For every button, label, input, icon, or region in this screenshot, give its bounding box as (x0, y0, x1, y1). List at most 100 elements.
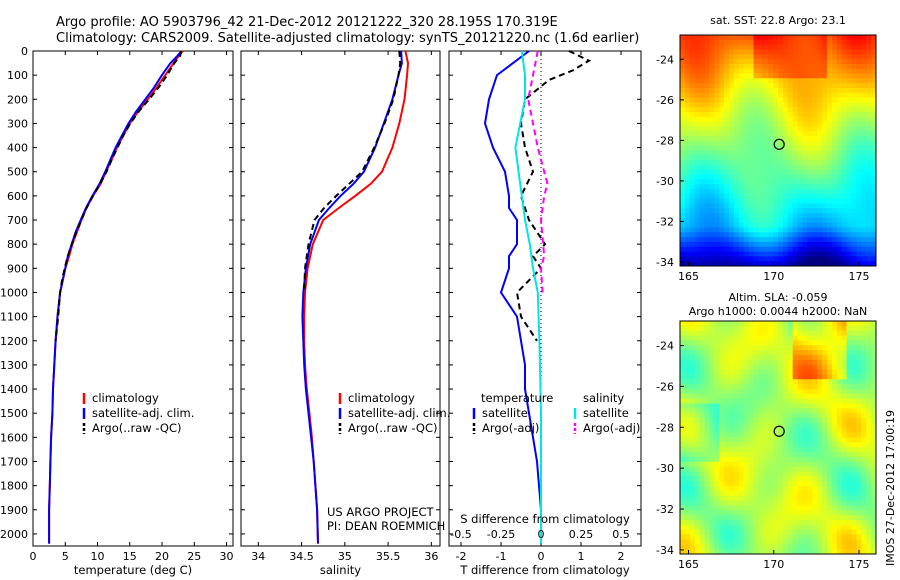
sst_map-cell (689, 126, 696, 132)
sst_map-cell (758, 83, 764, 89)
sst_map-cell (689, 63, 696, 70)
sla_map-cell (714, 471, 720, 477)
sla_map-cell (836, 432, 843, 439)
sst_map-cell (699, 145, 706, 152)
sst_map-cell (729, 174, 735, 180)
sst_map-cell (817, 116, 823, 123)
sla_map-cell (680, 481, 686, 487)
sla_map-cell (763, 544, 769, 550)
sla_map-cell (871, 510, 876, 516)
sst_map-cell (836, 246, 843, 253)
sst_map-cell (773, 256, 779, 262)
sst_map-cell (778, 227, 784, 233)
sst_map-cell (714, 203, 720, 209)
sla_map-cell (719, 524, 725, 531)
sla_map-cell (680, 345, 686, 351)
sla_map-cell (836, 413, 843, 419)
sla_map-cell (851, 549, 857, 554)
sla_map-cell (768, 515, 774, 521)
sla_map-cell (724, 515, 730, 521)
sla_map-cell (768, 393, 774, 400)
sla_map-cell (846, 413, 853, 419)
sst_map-cell (836, 213, 843, 219)
sla_map-cell (787, 340, 794, 346)
sst_map-cell (792, 217, 799, 224)
sla_map-cell (743, 515, 750, 521)
sla_map-cell (768, 350, 774, 356)
sst_map-cell (773, 126, 779, 132)
sla_map-cell (714, 413, 720, 419)
sla_map-cell (738, 447, 745, 453)
sst_map-cell (729, 237, 735, 243)
sst_map-cell (866, 198, 872, 205)
sst_map-cell (733, 39, 740, 46)
sst_map-cell (861, 160, 867, 166)
sst_map-cell (822, 213, 828, 219)
sla_map-cell (846, 529, 853, 536)
sst_map-cell (817, 121, 823, 128)
sla_map-ytick-label: -24 (656, 340, 674, 353)
sst_map-cell (812, 102, 818, 108)
sla_map-cell (743, 408, 750, 414)
sst_map-cell (729, 193, 735, 200)
sst_map-cell (719, 208, 725, 214)
sla_map-cell (866, 388, 872, 395)
sla_map-cell (724, 374, 730, 380)
sst_map-cell (817, 59, 823, 65)
sst_map-cell (802, 116, 808, 123)
sla_map-cell (812, 447, 818, 453)
sst_map-cell (782, 121, 789, 128)
sst_map-cell (802, 213, 808, 219)
sla_map-cell (719, 350, 725, 356)
sst_map-cell (738, 44, 745, 51)
sla_map-cell (733, 422, 740, 429)
sla_map-cell (856, 427, 862, 434)
sst_map-cell (836, 179, 843, 185)
sla_map-cell (768, 544, 774, 550)
diff-s-legend-label: satellite (583, 406, 629, 420)
sla_map-cell (802, 408, 808, 414)
sst_map-cell (709, 246, 715, 253)
sla_map-cell (753, 345, 759, 351)
sla_map-cell (684, 388, 691, 395)
sst_map-cell (748, 169, 755, 176)
sst_map-cell (733, 116, 740, 123)
sst_map-cell (719, 92, 725, 99)
sst_map-cell (768, 208, 774, 214)
sst_map-cell (817, 97, 823, 103)
sla_map-cell (680, 534, 686, 541)
sla_map-cell (684, 413, 691, 419)
sla_map-cell (729, 408, 735, 414)
sst_map-cell (689, 241, 696, 248)
sla_map-cell (763, 325, 769, 332)
sst_map-cell (758, 160, 764, 166)
sst_map-cell (699, 261, 706, 266)
sst_map-cell (684, 203, 691, 209)
sst_map-cell (680, 136, 686, 142)
sst_map-cell (861, 78, 867, 84)
sst_map-cell (694, 160, 701, 166)
sla_map-cell (714, 418, 720, 424)
sla_map-cell (782, 471, 789, 477)
sla_map-cell (733, 520, 740, 526)
sst_map-cell (827, 232, 833, 238)
sla_map-cell (797, 515, 804, 521)
sst_map-cell (689, 78, 696, 84)
sst_map-cell (748, 193, 755, 200)
sst_map-cell (704, 112, 710, 118)
sst_map-cell (709, 68, 715, 75)
sst_map-cell (680, 164, 686, 171)
sst_map-cell (817, 208, 823, 214)
sla_map-cell (778, 354, 784, 361)
sla_map-cell (836, 520, 843, 526)
sla_map-cell (724, 418, 730, 424)
sla_map-cell (738, 534, 745, 541)
sst_map-cell (684, 44, 691, 51)
sla_map-cell (758, 418, 764, 424)
sst_map-cell (807, 39, 813, 46)
sla_map-cell (763, 534, 769, 541)
sst_map-cell (743, 83, 750, 89)
sla_map-cell (699, 413, 706, 419)
sst_map-cell (763, 92, 769, 99)
sla_map-cell (738, 456, 745, 463)
